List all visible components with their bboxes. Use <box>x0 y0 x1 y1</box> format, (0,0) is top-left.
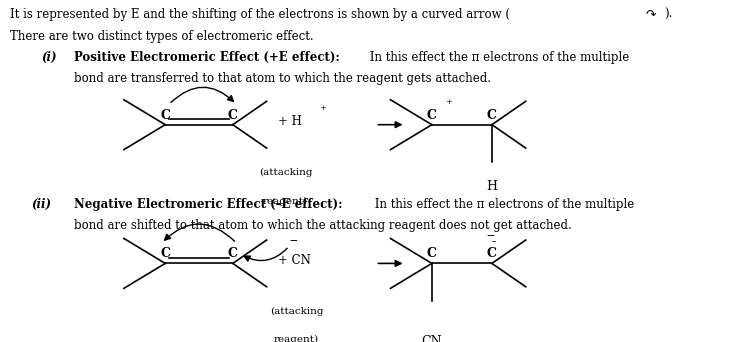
Text: bond are transferred to that atom to which the reagent gets attached.: bond are transferred to that atom to whi… <box>74 72 490 85</box>
Text: C: C <box>228 108 238 121</box>
Text: C: C <box>228 247 238 260</box>
Text: (attacking: (attacking <box>270 307 324 316</box>
Text: C: C <box>487 247 497 260</box>
Text: bond are shifted to that atom to which the attacking reagent does not get attach: bond are shifted to that atom to which t… <box>74 219 572 232</box>
Text: $\curvearrowright$: $\curvearrowright$ <box>643 8 657 21</box>
Text: + H: + H <box>278 115 302 128</box>
Text: C: C <box>160 247 170 260</box>
Text: reagent): reagent) <box>263 196 308 206</box>
Text: +: + <box>319 104 326 111</box>
Text: + CN: + CN <box>278 254 311 267</box>
Text: There are two distinct types of electromeric effect.: There are two distinct types of electrom… <box>10 30 313 43</box>
Text: –: – <box>491 237 496 246</box>
Text: C: C <box>427 108 437 121</box>
Text: C: C <box>160 108 170 121</box>
Text: Negative Electromeric Effect (–E effect):: Negative Electromeric Effect (–E effect)… <box>74 198 342 211</box>
Text: CN: CN <box>421 334 442 342</box>
Text: In this effect the π electrons of the multiple: In this effect the π electrons of the mu… <box>366 51 629 64</box>
Text: In this effect the π electrons of the multiple: In this effect the π electrons of the mu… <box>371 198 635 211</box>
Text: reagent): reagent) <box>274 335 319 342</box>
Text: C: C <box>427 247 437 260</box>
Text: (i): (i) <box>41 51 57 64</box>
Text: +: + <box>445 98 452 106</box>
Text: ).: ). <box>665 8 673 21</box>
Text: (attacking: (attacking <box>258 168 312 177</box>
Text: C: C <box>487 108 497 121</box>
Text: Positive Electromeric Effect (+E effect):: Positive Electromeric Effect (+E effect)… <box>74 51 339 64</box>
Text: (ii): (ii) <box>32 198 52 211</box>
Text: H: H <box>487 180 497 193</box>
Text: It is represented by E and the shifting of the electrons is shown by a curved ar: It is represented by E and the shifting … <box>10 8 510 21</box>
